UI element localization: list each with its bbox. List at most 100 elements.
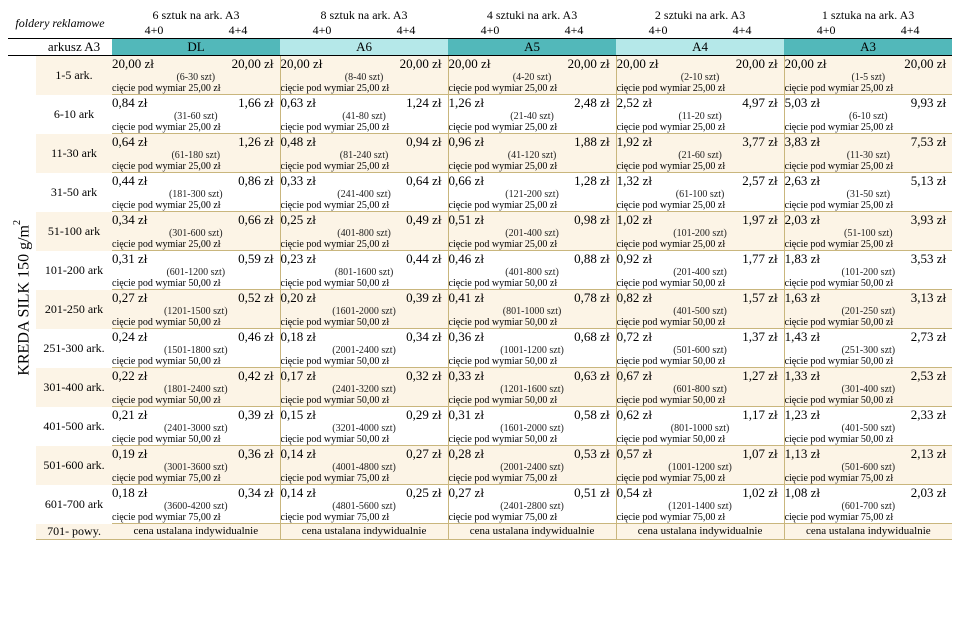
cut-note-cell: cięcie pod wymiar 50,00 zł bbox=[616, 434, 784, 446]
qty-range-cell: (2401-3000 szt) bbox=[112, 423, 280, 434]
price-cell: 2,53 zł bbox=[868, 368, 952, 385]
cut-note-cell: cięcie pod wymiar 25,00 zł bbox=[784, 161, 952, 173]
price-cell: 0,17 zł bbox=[280, 368, 364, 385]
table-row: (1501-1800 szt)(2001-2400 szt)(1001-1200… bbox=[8, 345, 952, 356]
table-row: 201-250 ark0,27 zł0,52 zł0,20 zł0,39 zł0… bbox=[8, 290, 952, 307]
qty-range-cell: (41-120 szt) bbox=[448, 150, 616, 161]
qty-range-cell: (6-30 szt) bbox=[112, 72, 280, 83]
qty-range-cell: (61-180 szt) bbox=[112, 150, 280, 161]
qty-range-cell: (11-30 szt) bbox=[784, 150, 952, 161]
cut-note-cell: cięcie pod wymiar 50,00 zł bbox=[112, 356, 280, 368]
table-row: cięcie pod wymiar 75,00 złcięcie pod wym… bbox=[8, 473, 952, 485]
table-row: (1201-1500 szt)(1601-2000 szt)(801-1000 … bbox=[8, 306, 952, 317]
table-row: cięcie pod wymiar 25,00 złcięcie pod wym… bbox=[8, 239, 952, 251]
arkusz-label: arkusz A3 bbox=[36, 39, 112, 56]
format-cell: A3 bbox=[784, 39, 952, 56]
price-cell: 0,34 zł bbox=[196, 485, 280, 502]
price-cell: 1,57 zł bbox=[700, 290, 784, 307]
qty-range-cell: (31-50 szt) bbox=[784, 189, 952, 200]
qty-range-cell: (1501-1800 szt) bbox=[112, 345, 280, 356]
cut-note-cell: cięcie pod wymiar 25,00 zł bbox=[280, 239, 448, 251]
price-cell: 0,44 zł bbox=[112, 173, 196, 190]
col-header: 4 sztuki na ark. A3 bbox=[448, 8, 616, 23]
header-row-sub: 4+0 4+4 4+0 4+4 4+0 4+4 4+0 4+4 4+0 4+4 bbox=[8, 23, 952, 39]
price-cell: 1,26 zł bbox=[448, 95, 532, 112]
price-cell: 0,64 zł bbox=[112, 134, 196, 151]
sub-header: 4+4 bbox=[364, 23, 448, 39]
qty-range-cell: (251-300 szt) bbox=[784, 345, 952, 356]
cut-note-cell: cięcie pod wymiar 50,00 zł bbox=[616, 278, 784, 290]
price-cell: 0,31 zł bbox=[112, 251, 196, 268]
qty-range-cell: (3600-4200 szt) bbox=[112, 501, 280, 512]
table-row: cięcie pod wymiar 25,00 złcięcie pod wym… bbox=[8, 122, 952, 134]
price-cell: 4,97 zł bbox=[700, 95, 784, 112]
price-cell: 0,58 zł bbox=[532, 407, 616, 424]
price-cell: 1,63 zł bbox=[784, 290, 868, 307]
price-cell: 0,46 zł bbox=[196, 329, 280, 346]
cut-note-cell: cięcie pod wymiar 25,00 zł bbox=[784, 200, 952, 212]
cut-note-cell: cięcie pod wymiar 50,00 zł bbox=[784, 434, 952, 446]
price-cell: 3,13 zł bbox=[868, 290, 952, 307]
qty-range-cell: (51-100 szt) bbox=[784, 228, 952, 239]
price-cell: 0,20 zł bbox=[280, 290, 364, 307]
header-row-top: foldery reklamowe 6 sztuk na ark. A3 8 s… bbox=[8, 8, 952, 23]
cut-note-cell: cięcie pod wymiar 50,00 zł bbox=[112, 395, 280, 407]
table-row: KREDA SILK 150 g/m21-5 ark.20,00 zł20,00… bbox=[8, 56, 952, 73]
price-cell: 1,17 zł bbox=[700, 407, 784, 424]
price-cell: 0,34 zł bbox=[112, 212, 196, 229]
price-cell: 1,26 zł bbox=[196, 134, 280, 151]
price-cell: 0,41 zł bbox=[448, 290, 532, 307]
qty-range-cell: (2401-2800 szt) bbox=[448, 501, 616, 512]
cut-note-cell: cięcie pod wymiar 50,00 zł bbox=[280, 356, 448, 368]
table-row: (2401-3000 szt)(3201-4000 szt)(1601-2000… bbox=[8, 423, 952, 434]
price-cell: 9,93 zł bbox=[868, 95, 952, 112]
price-cell: 20,00 zł bbox=[364, 56, 448, 73]
price-cell: 1,13 zł bbox=[784, 446, 868, 463]
cut-note-cell: cięcie pod wymiar 75,00 zł bbox=[448, 473, 616, 485]
price-cell: 0,96 zł bbox=[448, 134, 532, 151]
table-row: 51-100 ark0,34 zł0,66 zł0,25 zł0,49 zł0,… bbox=[8, 212, 952, 229]
price-cell: 2,13 zł bbox=[868, 446, 952, 463]
price-cell: 0,32 zł bbox=[364, 368, 448, 385]
price-cell: 1,33 zł bbox=[784, 368, 868, 385]
price-cell: 0,23 zł bbox=[280, 251, 364, 268]
row-label: 601-700 ark bbox=[36, 485, 112, 524]
price-cell: 0,64 zł bbox=[364, 173, 448, 190]
price-cell: 0,88 zł bbox=[532, 251, 616, 268]
price-cell: 1,02 zł bbox=[700, 485, 784, 502]
price-cell: 0,68 zł bbox=[532, 329, 616, 346]
row-label: 1-5 ark. bbox=[36, 56, 112, 95]
table-row: (601-1200 szt)(801-1600 szt)(401-800 szt… bbox=[8, 267, 952, 278]
price-cell: 0,25 zł bbox=[364, 485, 448, 502]
qty-range-cell: (8-40 szt) bbox=[280, 72, 448, 83]
cut-note-cell: cięcie pod wymiar 75,00 zł bbox=[616, 473, 784, 485]
cut-note-cell: cięcie pod wymiar 50,00 zł bbox=[112, 278, 280, 290]
table-row: 301-400 ark.0,22 zł0,42 zł0,17 zł0,32 zł… bbox=[8, 368, 952, 385]
row-label: 11-30 ark bbox=[36, 134, 112, 173]
cut-note-cell: cięcie pod wymiar 50,00 zł bbox=[616, 356, 784, 368]
table-row: 6-10 ark0,84 zł1,66 zł0,63 zł1,24 zł1,26… bbox=[8, 95, 952, 112]
price-cell: 1,27 zł bbox=[700, 368, 784, 385]
qty-range-cell: (21-60 szt) bbox=[616, 150, 784, 161]
price-cell: 0,39 zł bbox=[196, 407, 280, 424]
format-cell: A4 bbox=[616, 39, 784, 56]
price-cell: 3,53 zł bbox=[868, 251, 952, 268]
price-cell: 0,49 zł bbox=[364, 212, 448, 229]
qty-range-cell: (2001-2400 szt) bbox=[448, 462, 616, 473]
cut-note-cell: cięcie pod wymiar 50,00 zł bbox=[784, 356, 952, 368]
qty-range-cell: (81-240 szt) bbox=[280, 150, 448, 161]
qty-range-cell: (241-400 szt) bbox=[280, 189, 448, 200]
qty-range-cell: (4001-4800 szt) bbox=[280, 462, 448, 473]
price-cell: 0,22 zł bbox=[112, 368, 196, 385]
price-cell: 0,29 zł bbox=[364, 407, 448, 424]
cut-note-cell: cięcie pod wymiar 50,00 zł bbox=[280, 317, 448, 329]
price-cell: 2,63 zł bbox=[784, 173, 868, 190]
price-cell: 20,00 zł bbox=[700, 56, 784, 73]
cut-note-cell: cięcie pod wymiar 75,00 zł bbox=[112, 512, 280, 524]
table-row: cięcie pod wymiar 25,00 złcięcie pod wym… bbox=[8, 83, 952, 95]
qty-range-cell: (1001-1200 szt) bbox=[448, 345, 616, 356]
table-row: 601-700 ark0,18 zł0,34 zł0,14 zł0,25 zł0… bbox=[8, 485, 952, 502]
col-header: 8 sztuk na ark. A3 bbox=[280, 8, 448, 23]
cut-note-cell: cięcie pod wymiar 75,00 zł bbox=[112, 473, 280, 485]
price-cell: 1,23 zł bbox=[784, 407, 868, 424]
